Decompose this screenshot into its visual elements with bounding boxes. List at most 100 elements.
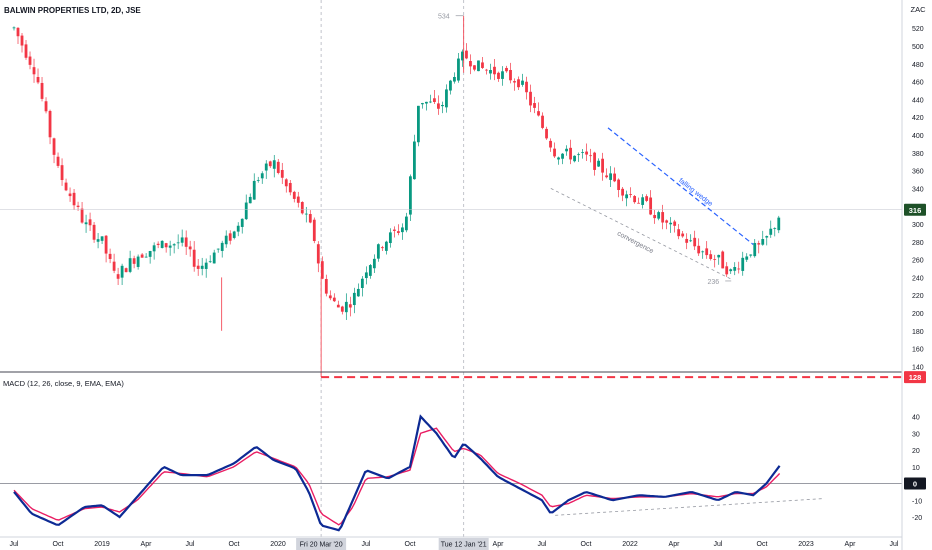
candle-body xyxy=(773,228,777,229)
candle-body xyxy=(16,27,20,37)
candle-body xyxy=(92,224,96,240)
candle-body xyxy=(577,154,580,156)
candle-body xyxy=(252,180,256,200)
candle-body xyxy=(304,213,308,215)
candle-body xyxy=(581,152,584,153)
time-tick-label: Oct xyxy=(405,541,416,548)
candle-body xyxy=(380,247,384,249)
candle-body xyxy=(348,304,352,308)
candle-body xyxy=(593,152,596,170)
candle-body xyxy=(364,272,368,279)
time-tick-label: Apr xyxy=(141,541,153,548)
candle-body xyxy=(76,205,80,207)
candle-body xyxy=(356,288,360,297)
candle-body xyxy=(44,101,48,112)
candle-body xyxy=(112,261,116,271)
candle-body xyxy=(517,79,520,88)
candle-body xyxy=(545,128,548,139)
candle-body xyxy=(633,196,637,203)
candle-body xyxy=(404,216,408,231)
macd-title: MACD (12, 26, close, 9, EMA, EMA) xyxy=(3,379,124,388)
candle-body xyxy=(136,256,140,267)
price-tick-label: 460 xyxy=(912,80,924,87)
candle-body xyxy=(529,91,532,106)
candle-body xyxy=(332,297,336,302)
macd-tick-label: 30 xyxy=(912,431,920,438)
low-label: 236 xyxy=(708,279,720,286)
candle-body xyxy=(216,248,220,250)
candle-body xyxy=(140,254,144,258)
candle-body xyxy=(244,202,248,220)
candle-body xyxy=(625,194,629,199)
candle-body xyxy=(637,202,641,204)
candle-body xyxy=(653,215,657,219)
candle-body xyxy=(657,212,661,219)
candle-body xyxy=(589,155,592,157)
chart-title: BALWIN PROPERTIES LTD, 2D, JSE xyxy=(4,6,141,15)
candle-body xyxy=(192,249,196,267)
candle-body xyxy=(753,242,757,257)
candle-body xyxy=(212,252,216,264)
candle-body xyxy=(224,235,228,245)
candle-body xyxy=(777,217,781,231)
candle-body xyxy=(557,157,560,160)
candle-body xyxy=(276,161,280,173)
candle-body xyxy=(28,56,32,65)
candle-body xyxy=(501,71,504,79)
candle-body xyxy=(553,148,556,157)
price-tick-label: 480 xyxy=(912,62,924,69)
price-tick-label: 500 xyxy=(912,44,924,51)
candle-body xyxy=(741,257,745,271)
candle-body xyxy=(433,98,436,102)
price-tick-label: 440 xyxy=(912,97,924,104)
candle-body xyxy=(12,27,16,29)
candle-body xyxy=(296,196,300,203)
candle-body xyxy=(240,218,244,227)
candle-body xyxy=(264,163,268,171)
candle-body xyxy=(765,236,769,238)
macd-tick-label: -20 xyxy=(912,515,922,522)
candle-body xyxy=(384,241,388,251)
candle-body xyxy=(132,258,136,264)
candle-body xyxy=(509,69,512,81)
candle-body xyxy=(196,265,200,269)
candle-body xyxy=(629,194,633,195)
high-label: 534 xyxy=(438,14,450,21)
candle-body xyxy=(308,214,312,223)
candle-body xyxy=(421,103,424,105)
candle-body xyxy=(485,69,488,71)
candle-body xyxy=(489,70,492,74)
candle-body xyxy=(725,266,729,275)
candle-body xyxy=(40,82,44,99)
price-tick-label: 340 xyxy=(912,186,924,193)
macd-zero-badge xyxy=(904,477,926,490)
candle-body xyxy=(368,265,372,276)
price-tick-label: 200 xyxy=(912,311,924,318)
candle-body xyxy=(681,233,685,237)
candle-body xyxy=(96,239,100,242)
currency-label: ZAC xyxy=(911,5,927,14)
candle-body xyxy=(316,244,320,264)
candle-body xyxy=(104,235,108,254)
macd-divergence-line xyxy=(555,498,824,516)
macd-tick-label: 40 xyxy=(912,415,920,422)
candle-body xyxy=(204,262,208,269)
time-tick-label: Jul xyxy=(186,541,195,548)
candle-body xyxy=(661,212,665,223)
time-tick-label: 2019 xyxy=(94,541,110,548)
last-price-badge xyxy=(904,203,926,216)
date-highlight-badge xyxy=(296,538,347,550)
candle-body xyxy=(497,72,500,79)
candle-body xyxy=(453,76,456,82)
support-badge xyxy=(904,371,926,384)
candle-body xyxy=(352,292,356,306)
price-tick-label: 420 xyxy=(912,115,924,122)
candle-body xyxy=(248,196,252,204)
candle-body xyxy=(108,253,112,259)
candle-body xyxy=(32,67,36,75)
candle-body xyxy=(336,304,340,308)
candle-body xyxy=(697,245,701,254)
price-tick-label: 300 xyxy=(912,222,924,229)
candle-body xyxy=(64,182,68,191)
